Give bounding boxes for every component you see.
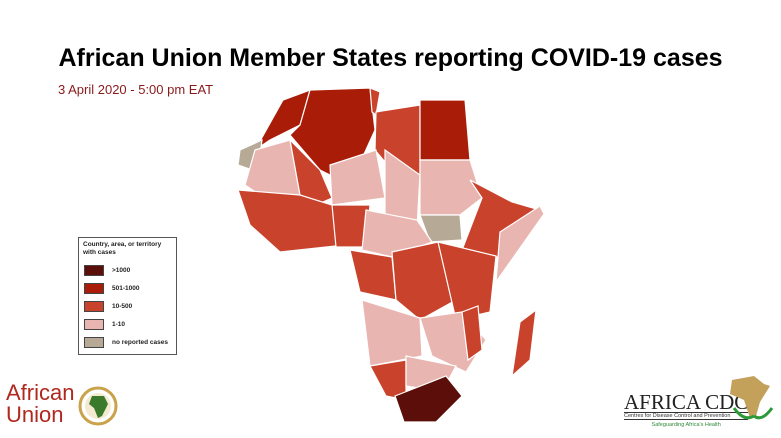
legend-item: 10-500 [84, 297, 176, 315]
legend-swatch [84, 300, 104, 312]
legend-swatch [84, 336, 104, 348]
legend-swatch [84, 282, 104, 294]
legend-swatch [84, 318, 104, 330]
country-region [511, 308, 537, 378]
legend-item: >1000 [84, 261, 176, 279]
legend-item: no reported cases [84, 333, 176, 351]
au-emblem-icon [78, 386, 118, 426]
page-title: African Union Member States reporting CO… [58, 44, 723, 72]
date-subtitle: 3 April 2020 - 5:00 pm EAT [58, 82, 214, 97]
country-region [391, 241, 457, 321]
legend-heading: Country, area, or territory with cases [83, 241, 162, 256]
country-region [349, 249, 397, 301]
map-legend: Country, area, or territory with cases >… [78, 237, 177, 355]
country-region [437, 241, 497, 321]
country-region [461, 305, 483, 362]
legend-label: 10-500 [112, 302, 133, 310]
legend-item: 501-1000 [84, 279, 176, 297]
country-region [361, 299, 423, 367]
legend-label: 501-1000 [112, 284, 140, 292]
legend-label: 1-10 [112, 320, 126, 328]
country-region [495, 205, 545, 285]
country-region [419, 99, 471, 161]
cdc-africa-emblem-icon [730, 376, 774, 420]
country-region [394, 375, 463, 423]
africa-cdc-logo: AFRICA CDC Centres for Disease Control a… [624, 376, 774, 428]
legend-item: 1-10 [84, 315, 176, 333]
country-region [419, 214, 463, 243]
legend-label: no reported cases [112, 338, 168, 346]
african-union-logo: African Union [6, 382, 118, 426]
country-region [369, 87, 381, 117]
legend-swatch [84, 264, 104, 276]
legend-label: >1000 [112, 266, 131, 274]
country-region [419, 159, 483, 216]
